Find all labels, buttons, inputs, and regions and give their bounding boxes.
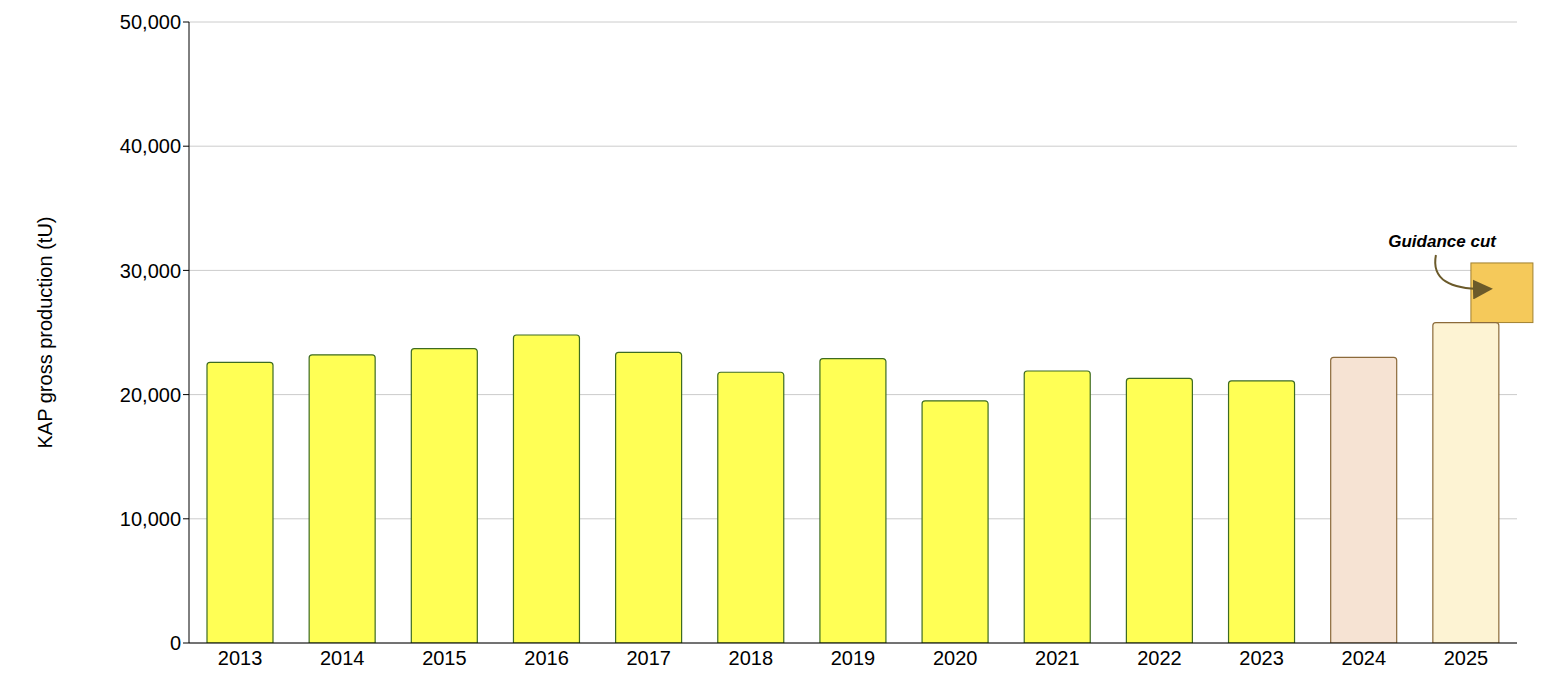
svg-text:2014: 2014 <box>320 647 365 669</box>
svg-text:20,000: 20,000 <box>120 384 181 406</box>
svg-text:KAP gross production (tU): KAP gross production (tU) <box>34 217 56 449</box>
svg-text:10,000: 10,000 <box>120 508 181 530</box>
svg-text:2019: 2019 <box>831 647 876 669</box>
svg-text:2025: 2025 <box>1444 647 1489 669</box>
svg-text:2017: 2017 <box>626 647 671 669</box>
svg-text:2020: 2020 <box>933 647 978 669</box>
svg-text:0: 0 <box>170 632 181 654</box>
svg-text:40,000: 40,000 <box>120 135 181 157</box>
svg-text:50,000: 50,000 <box>120 11 181 33</box>
svg-text:2024: 2024 <box>1342 647 1387 669</box>
svg-text:2021: 2021 <box>1035 647 1080 669</box>
svg-text:Guidance cut: Guidance cut <box>1388 232 1497 251</box>
svg-text:2015: 2015 <box>422 647 467 669</box>
svg-text:2023: 2023 <box>1239 647 1284 669</box>
svg-text:2018: 2018 <box>729 647 774 669</box>
svg-text:2022: 2022 <box>1137 647 1182 669</box>
svg-text:2016: 2016 <box>524 647 569 669</box>
svg-text:2013: 2013 <box>218 647 263 669</box>
svg-text:30,000: 30,000 <box>120 260 181 282</box>
